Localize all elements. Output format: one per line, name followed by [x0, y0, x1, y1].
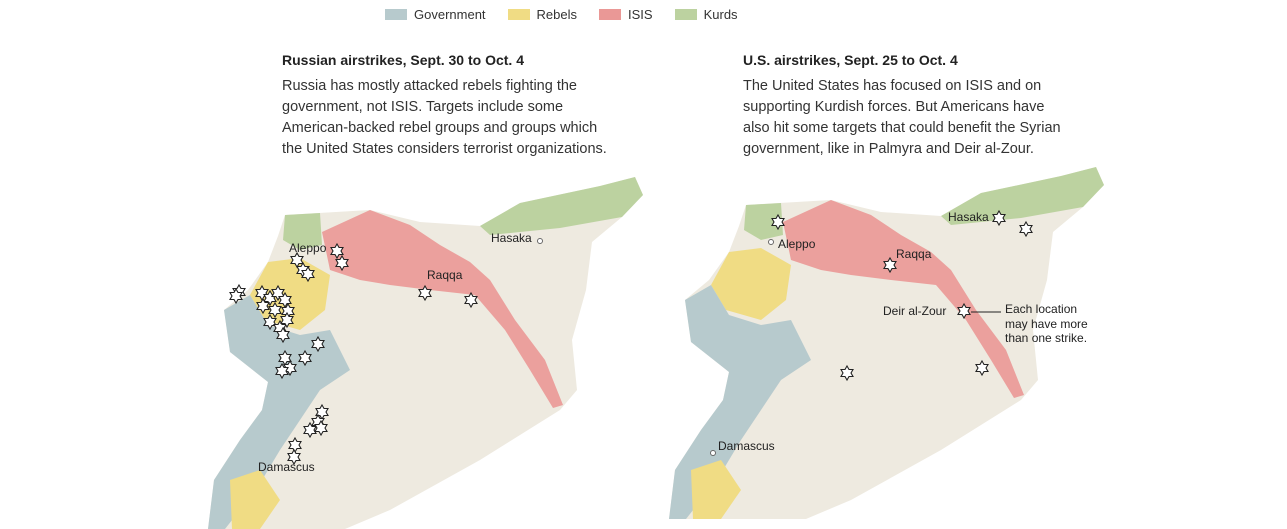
place-label: Hasaka	[491, 231, 532, 245]
place-label: Deir al-Zour	[883, 304, 946, 318]
place-label: Damascus	[258, 460, 315, 474]
annotation: than one strike.	[1005, 331, 1087, 345]
place-label: Aleppo	[289, 241, 327, 255]
map-left: Aleppo Raqqa Hasaka Damascus	[208, 177, 643, 529]
legend-item: Kurds	[674, 7, 738, 22]
place-label: Raqqa	[427, 268, 463, 282]
legend-item: ISIS	[599, 7, 653, 22]
map-right: Hasaka Aleppo Raqqa Deir al-Zour Damascu…	[669, 167, 1104, 519]
legend-label: ISIS	[628, 7, 653, 22]
place-label: Damascus	[718, 439, 775, 453]
panel-left: Russian airstrikes, Sept. 30 to Oct. 4 R…	[282, 52, 607, 160]
panel-right: U.S. airstrikes, Sept. 25 to Oct. 4 The …	[743, 52, 1068, 160]
place-label: Aleppo	[778, 237, 816, 251]
legend-swatch	[507, 9, 530, 20]
place-label: Raqqa	[896, 247, 932, 261]
legend-label: Kurds	[703, 7, 738, 22]
map-title: Russian airstrikes, Sept. 30 to Oct. 4	[282, 52, 524, 68]
legend-swatch	[674, 9, 697, 20]
legend-item: Government	[385, 7, 486, 22]
legend: Government Rebels ISIS Kurds	[385, 7, 738, 22]
map-title: U.S. airstrikes, Sept. 25 to Oct. 4	[743, 52, 958, 68]
legend-label: Government	[414, 7, 486, 22]
annotation: Each location	[1005, 302, 1077, 316]
place-label: Hasaka	[948, 210, 989, 224]
legend-label: Rebels	[536, 7, 578, 22]
legend-swatch	[385, 9, 407, 20]
map-description: The United States has focused on ISIS an…	[743, 78, 1061, 157]
map-description: Russia has mostly attacked rebels fighti…	[282, 78, 607, 157]
annotation: may have more	[1005, 317, 1088, 331]
legend-item: Rebels	[507, 7, 578, 22]
legend-swatch	[599, 9, 622, 20]
